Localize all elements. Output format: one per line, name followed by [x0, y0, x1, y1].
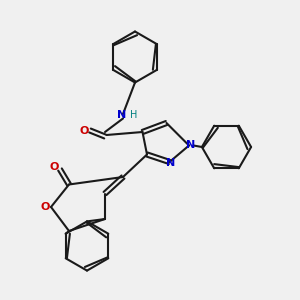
Text: O: O: [80, 125, 89, 136]
Text: H: H: [130, 110, 137, 121]
Text: O: O: [50, 161, 59, 172]
Text: N: N: [186, 140, 195, 151]
Text: O: O: [41, 202, 50, 212]
Text: N: N: [117, 110, 126, 121]
Text: N: N: [167, 158, 176, 169]
